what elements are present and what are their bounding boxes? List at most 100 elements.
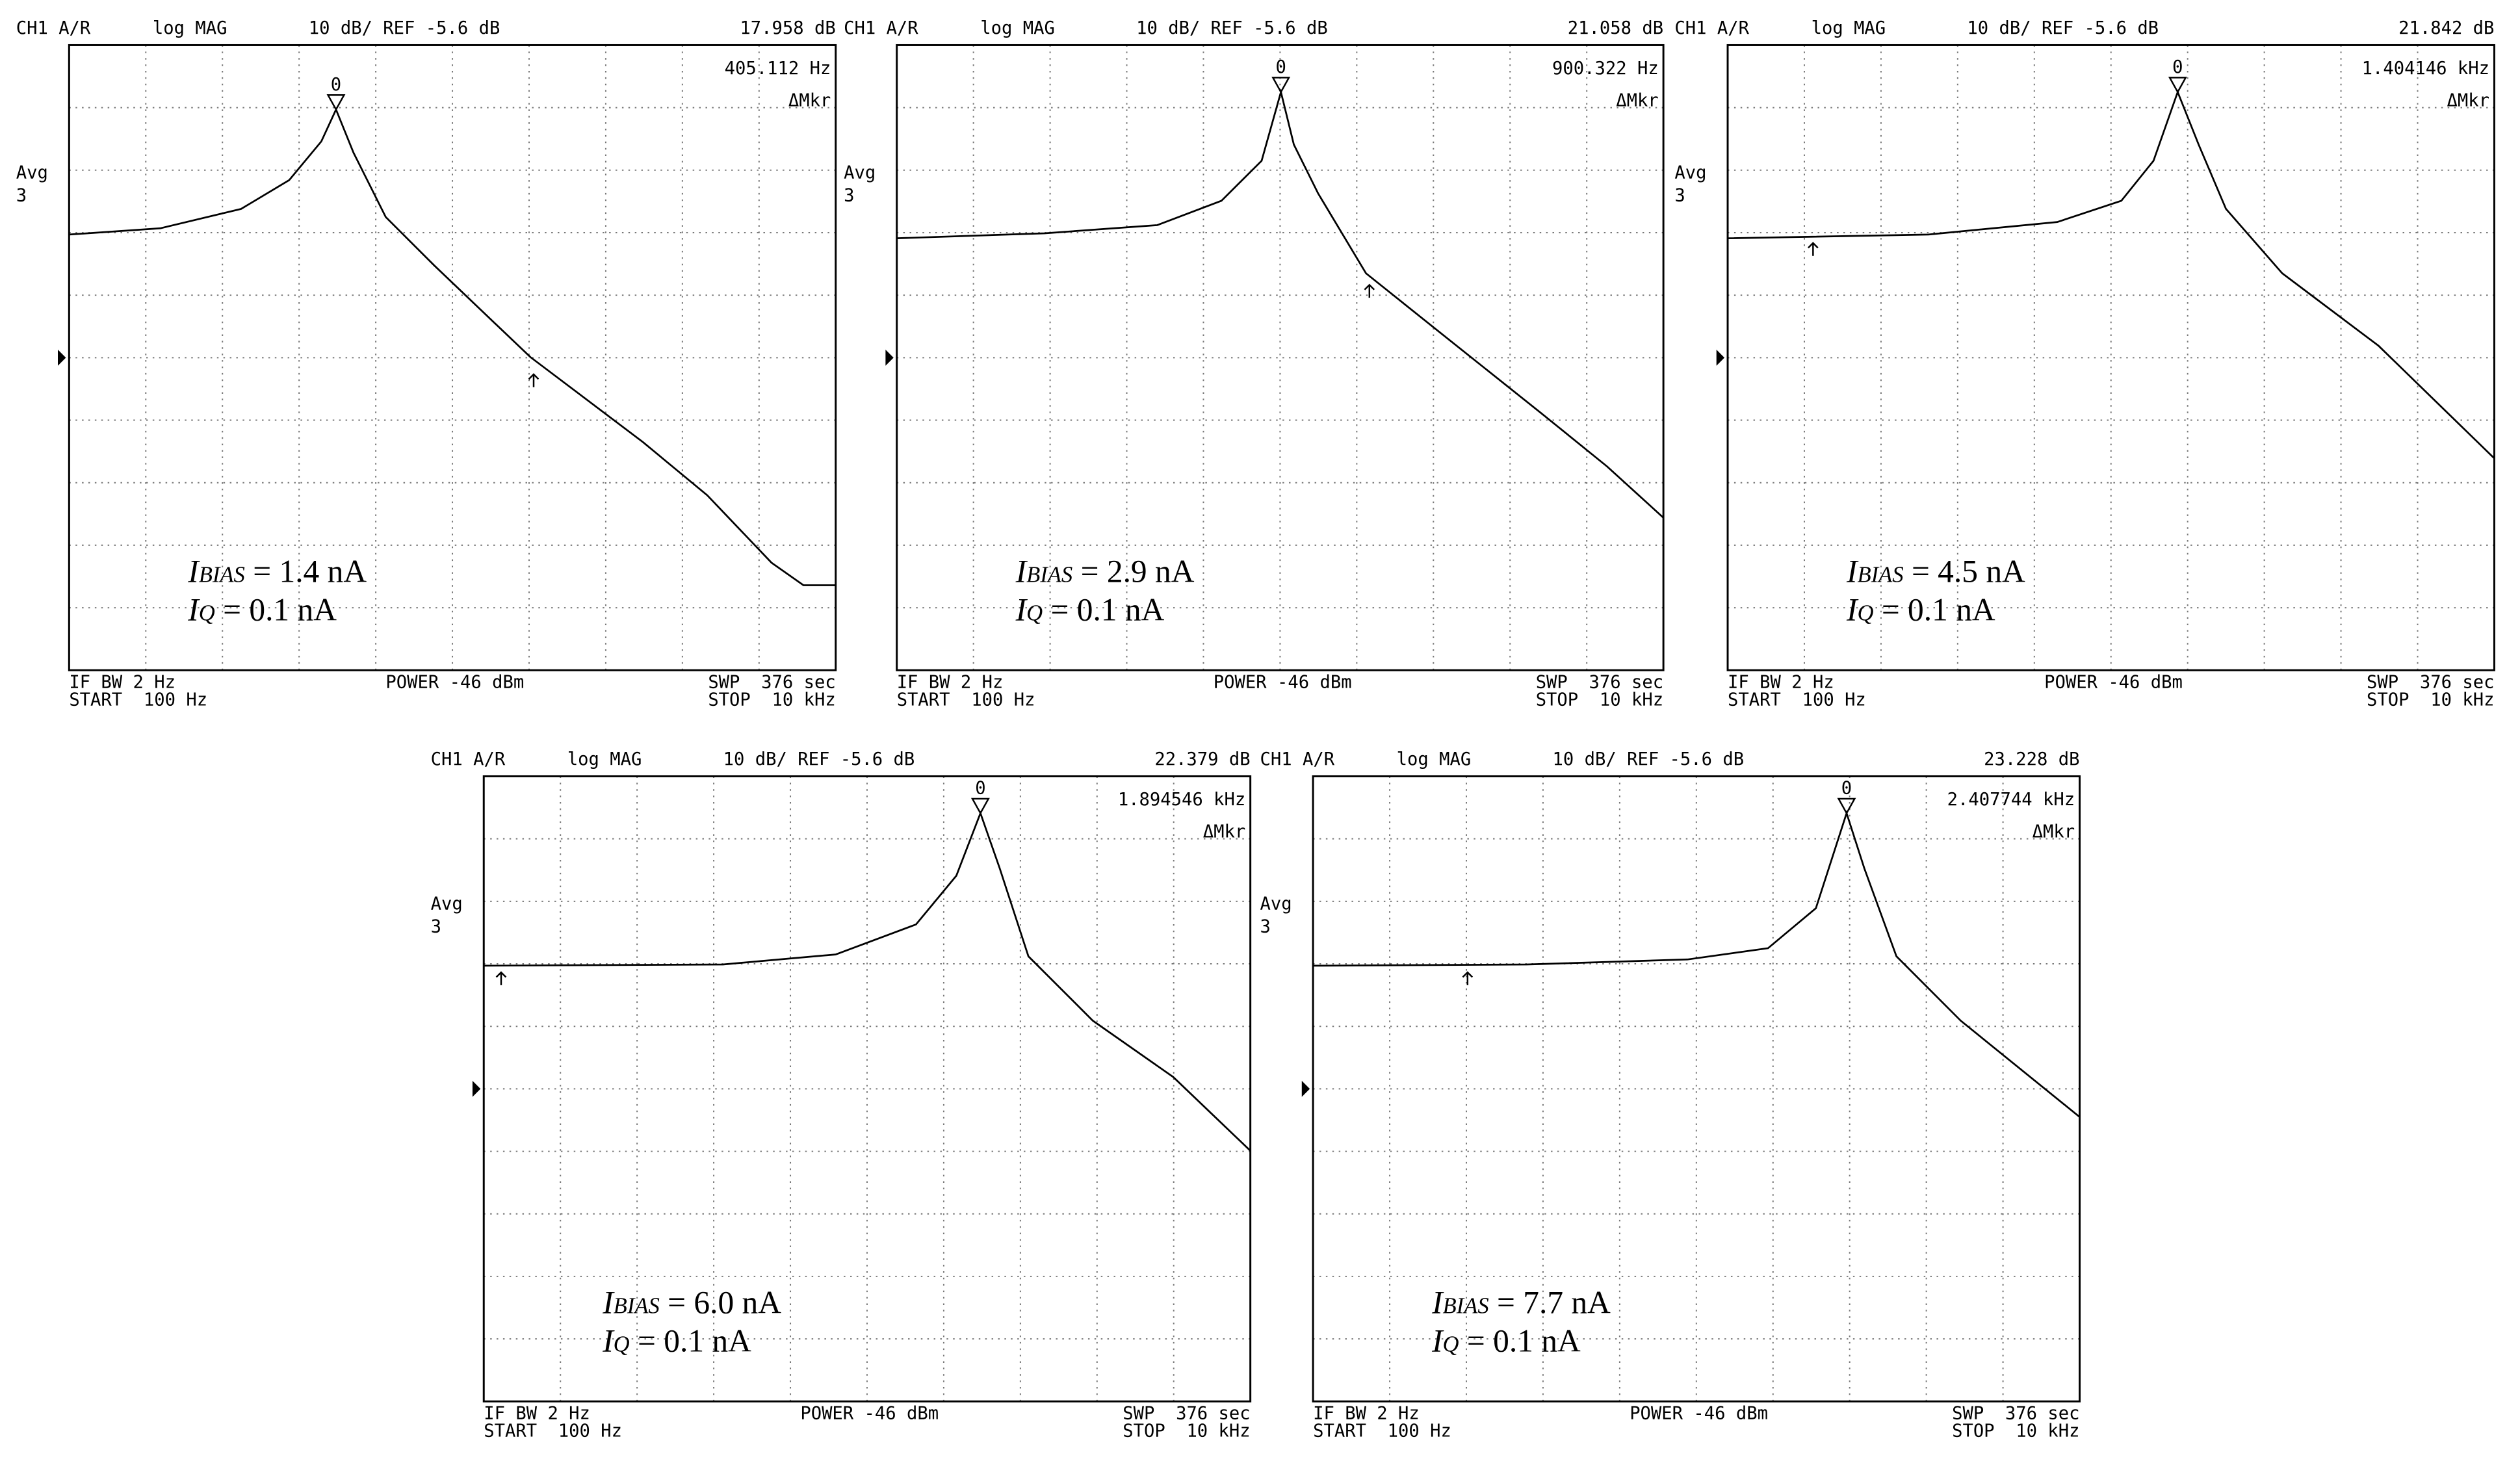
annotation-text: = 0.1 nA [630, 1323, 751, 1359]
scale-label: 10 dB/ REF -5.6 dB [309, 18, 500, 38]
reference-marker [1462, 971, 1474, 985]
annotation: IBIAS = 6.0 nA [602, 1284, 781, 1320]
stop-frequency: STOP 10 kHz [2367, 690, 2494, 710]
annotation: IQ = 0.1 nA [1431, 1323, 1581, 1359]
plot-frame [1312, 775, 2081, 1403]
if-bandwidth: IF BW 2 Hz [1728, 672, 1834, 692]
marker-number: 0 [1275, 57, 1286, 77]
marker-number: 0 [2172, 57, 2183, 77]
annotation: IQ = 0.1 nA [1846, 592, 1995, 628]
sweep-time: SWP 376 sec [708, 672, 835, 692]
annotation-symbol: I [602, 1323, 615, 1359]
annotation-text: = 4.5 nA [1904, 553, 2025, 589]
annotation-symbol: I [187, 592, 200, 628]
marker-frequency: 405.112 Hz [725, 58, 831, 79]
reference-position [885, 349, 894, 366]
marker-mode: ΔMkr [788, 90, 831, 110]
sweep-time: SWP 376 sec [2367, 672, 2494, 692]
reference-position [472, 1081, 481, 1097]
sweep-time: SWP 376 sec [1536, 672, 1663, 692]
annotation-symbol: I [1015, 553, 1028, 589]
start-frequency: START 100 Hz [69, 690, 207, 710]
annotation-symbol: I [1431, 1284, 1444, 1320]
marker-frequency: 2.407744 kHz [1947, 790, 2075, 810]
avg-count: 3 [431, 916, 441, 937]
reference-position [58, 349, 66, 366]
reference-marker [495, 971, 507, 985]
marker-number: 0 [331, 75, 341, 95]
avg-label: Avg [16, 163, 48, 183]
marker-value: 23.228 dB [1984, 749, 2079, 769]
annotation-symbol: I [602, 1284, 615, 1320]
annotation: IBIAS = 4.5 nA [1846, 553, 2025, 589]
format-label: log MAG [980, 18, 1055, 38]
marker-mode: ΔMkr [2447, 90, 2489, 110]
annotation-symbol: I [187, 553, 200, 589]
plot-frame [1726, 44, 2495, 671]
plot-frame [482, 775, 1252, 1403]
stop-frequency: STOP 10 kHz [1536, 690, 1663, 710]
annotation: IBIAS = 1.4 nA [187, 553, 367, 589]
annotation-text: = 6.0 nA [660, 1284, 781, 1320]
format-label: log MAG [1397, 749, 1472, 769]
annotation-text: = 0.1 nA [1043, 592, 1164, 628]
channel-label: CH1 A/R [844, 18, 918, 38]
start-frequency: START 100 Hz [1313, 1421, 1451, 1442]
start-frequency: START 100 Hz [484, 1421, 622, 1442]
avg-count: 3 [844, 185, 854, 205]
marker-number: 0 [975, 779, 985, 799]
annotation-symbol: I [1431, 1323, 1444, 1359]
reference-position [1301, 1081, 1310, 1097]
trace [69, 107, 836, 586]
annotation-symbol: I [1015, 592, 1028, 628]
marker-frequency: 1.404146 kHz [2362, 58, 2489, 79]
scale-label: 10 dB/ REF -5.6 dB [723, 749, 915, 769]
marker-frequency: 900.322 Hz [1552, 58, 1659, 79]
avg-label: Avg [844, 163, 876, 183]
annotation-text: = 2.9 nA [1072, 553, 1194, 589]
peak-marker [2168, 77, 2187, 94]
source-power: POWER -46 dBm [1214, 672, 1352, 692]
marker-frequency: 1.894546 kHz [1118, 790, 1245, 810]
source-power: POWER -46 dBm [800, 1403, 939, 1423]
marker-value: 21.058 dB [1568, 18, 1663, 38]
annotation-symbol: I [1846, 592, 1859, 628]
annotation-symbol: I [1846, 553, 1859, 589]
scale-label: 10 dB/ REF -5.6 dB [1553, 749, 1745, 769]
panel: CH1 A/R log MAG 10 dB/ REF -5.6 dB 21.058 d… [844, 18, 1665, 710]
annotation-text: = 0.1 nA [215, 592, 337, 628]
format-label: log MAG [153, 18, 227, 38]
format-label: log MAG [1812, 18, 1886, 38]
peak-marker [1271, 77, 1291, 94]
annotation: IQ = 0.1 nA [187, 592, 337, 628]
source-power: POWER -46 dBm [385, 672, 524, 692]
if-bandwidth: IF BW 2 Hz [897, 672, 1004, 692]
if-bandwidth: IF BW 2 Hz [484, 1403, 590, 1423]
trace [896, 88, 1665, 519]
if-bandwidth: IF BW 2 Hz [69, 672, 175, 692]
reference-position [1716, 349, 1725, 366]
marker-mode: ΔMkr [1616, 90, 1658, 110]
annotation-subscript: BIAS [199, 562, 245, 587]
source-power: POWER -46 dBm [2044, 672, 2183, 692]
avg-label: Avg [431, 894, 463, 914]
marker-number: 0 [1841, 779, 1852, 799]
marker-value: 17.958 dB [740, 18, 835, 38]
stop-frequency: STOP 10 kHz [708, 690, 835, 710]
start-frequency: START 100 Hz [897, 690, 1035, 710]
scale-label: 10 dB/ REF -5.6 dB [1136, 18, 1328, 38]
annotation: IQ = 0.1 nA [1015, 592, 1165, 628]
start-frequency: START 100 Hz [1728, 690, 1866, 710]
annotation-subscript: BIAS [1857, 562, 1903, 587]
trace [1313, 810, 2081, 1118]
avg-label: Avg [1260, 894, 1292, 914]
annotation: IBIAS = 7.7 nA [1431, 1284, 1611, 1320]
annotation-text: = 0.1 nA [1873, 592, 1995, 628]
channel-label: CH1 A/R [16, 18, 91, 38]
scale-label: 10 dB/ REF -5.6 dB [1967, 18, 2159, 38]
sweep-time: SWP 376 sec [1952, 1403, 2079, 1423]
stop-frequency: STOP 10 kHz [1123, 1421, 1250, 1442]
avg-count: 3 [1260, 916, 1271, 937]
